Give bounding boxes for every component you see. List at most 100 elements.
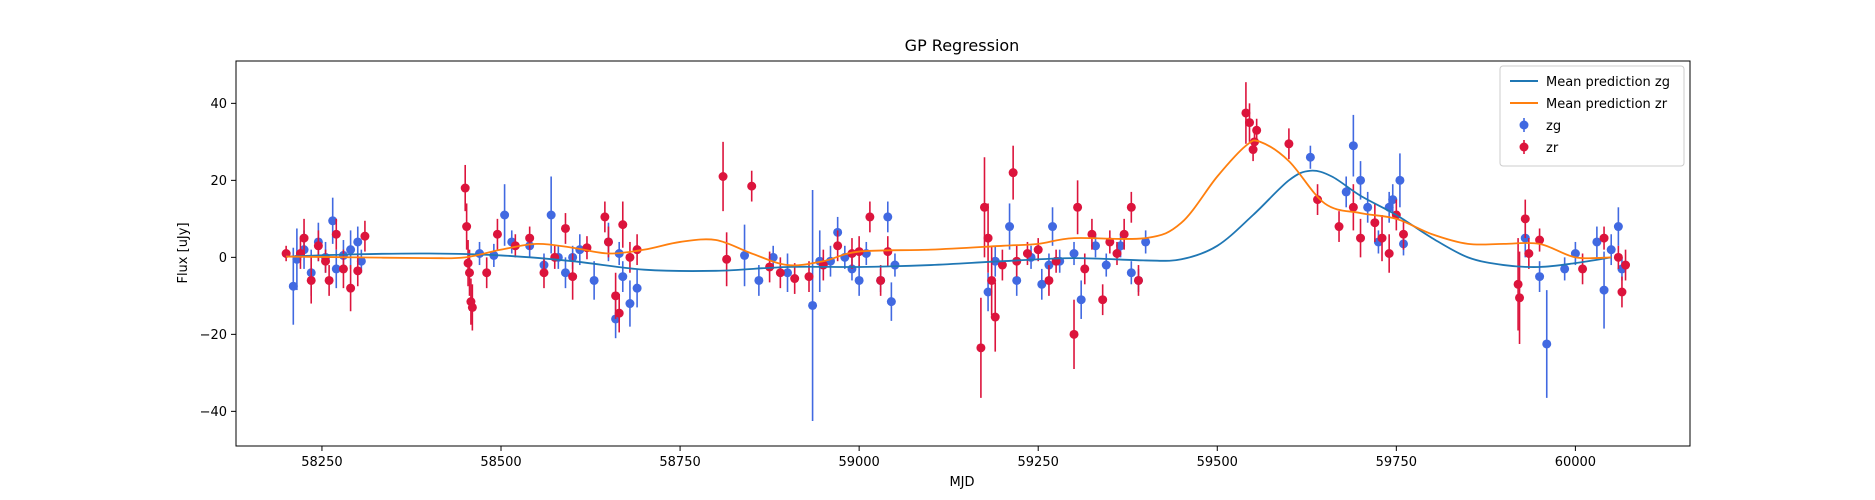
data-point [833,241,843,251]
chart-title: GP Regression [905,36,1020,55]
data-point [1284,139,1294,149]
y-axis-ticks: −40 −20 0 20 40 [200,97,236,420]
data-point [1348,141,1358,151]
y-tick-label: 20 [210,174,227,189]
data-point [356,256,366,266]
data-point [460,183,470,193]
y-tick-label: 40 [210,97,227,112]
data-point [1080,264,1090,274]
data-point [804,272,814,282]
data-point [1613,222,1623,232]
data-point [313,241,323,251]
x-axis-ticks: 58250 58500 58750 59000 59250 59500 59750 60000 [301,446,1596,470]
data-point [790,274,800,284]
data-point [467,302,477,312]
data-point [346,283,356,293]
data-point [747,181,757,191]
data-point [1248,145,1258,155]
plot-frame [235,60,1691,447]
x-tick-label: 59250 [1018,455,1059,470]
data-point [1515,293,1525,303]
data-point [886,297,896,307]
legend-entry: Mean prediction zg [1510,75,1670,90]
data-point [482,268,492,278]
data-point [1305,152,1315,162]
data-point [1069,329,1079,339]
legend-marker-swatch [1519,142,1529,152]
data-point [1241,108,1251,118]
data-point [346,245,356,255]
legend-marker-swatch [1519,120,1529,130]
data-point [1570,249,1580,258]
data-point [500,210,510,220]
data-point [783,268,793,278]
data-point [1388,195,1398,205]
data-point [775,268,785,278]
data-point [1073,202,1083,212]
data-point [324,275,334,285]
data-point [560,268,570,278]
data-point [1384,249,1394,258]
data-point [1560,264,1570,274]
data-point [1617,287,1627,297]
series-line-Mean prediction zg [286,169,1612,272]
data-point [983,233,993,243]
data-point [1377,233,1387,243]
data-point [1133,275,1143,285]
data-point [1126,268,1136,278]
data-point [1313,195,1323,205]
y-tick-label: 0 [219,251,227,266]
data-point [1542,339,1552,349]
data-point [1048,222,1058,232]
data-point [808,300,818,310]
data-point [854,275,864,285]
legend-label: zr [1546,141,1559,156]
data-point [1578,264,1588,274]
data-point [1348,202,1358,212]
data-point [463,258,473,268]
data-point [492,229,502,239]
data-point [1098,295,1108,305]
data-point [1101,260,1111,270]
data-point [1356,175,1366,185]
data-point [1012,275,1022,285]
data-point [618,220,628,230]
data-point [525,233,535,243]
data-point [1395,175,1405,185]
data-point [1087,229,1097,239]
data-point [625,299,635,309]
data-point [1141,237,1151,247]
data-point [1370,218,1380,228]
data-point [338,264,348,274]
data-point [1592,237,1602,247]
x-axis-label: MJD [949,475,974,490]
data-point [611,291,621,301]
legend-entry: zg [1519,118,1561,134]
data-point [603,237,613,247]
data-point [987,275,997,285]
series-line-Mean prediction zr [286,139,1612,267]
legend: Mean prediction zg Mean prediction zr zg zr [1499,65,1685,167]
data-point [1252,125,1262,135]
legend-box [1499,65,1685,167]
data-point [560,223,570,233]
data-point [976,343,986,353]
data-point [1112,249,1122,258]
legend-label: zg [1546,119,1561,134]
data-point [1606,245,1616,255]
x-tick-label: 58750 [659,455,700,470]
data-point [883,247,893,257]
data-point [306,275,316,285]
data-point [1091,241,1101,251]
data-point [353,237,363,247]
data-point [718,172,728,181]
data-point [331,264,341,274]
data-point [1621,260,1631,270]
data-point [1513,279,1523,289]
data-point [883,212,893,222]
data-point [360,231,370,241]
data-point [768,252,778,262]
data-point [1535,272,1545,282]
data-point [979,202,989,212]
